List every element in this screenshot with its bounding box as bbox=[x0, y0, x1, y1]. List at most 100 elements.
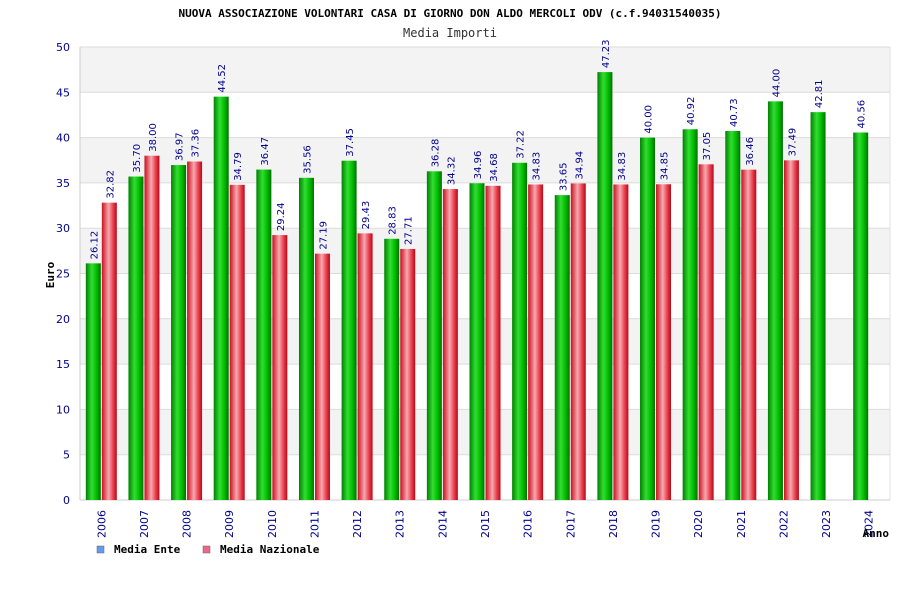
bar-media-ente-2017 bbox=[554, 195, 570, 501]
bar-media-ente-2022 bbox=[767, 101, 783, 501]
x-tick-label: 2016 bbox=[522, 510, 535, 538]
y-tick-label: 40 bbox=[56, 132, 70, 145]
chart-subtitle: Media Importi bbox=[403, 26, 497, 40]
legend-swatch-media-ente bbox=[96, 545, 105, 554]
x-tick-label: 2020 bbox=[692, 510, 705, 538]
bar-media-ente-2011 bbox=[298, 177, 314, 500]
x-tick-label: 2015 bbox=[479, 510, 492, 538]
y-axis-label: Euro bbox=[44, 261, 57, 288]
data-label: 37.49 bbox=[787, 128, 798, 157]
y-tick-label: 0 bbox=[63, 494, 70, 507]
bar-media-nazionale-2022 bbox=[783, 160, 799, 500]
bar-media-nazionale-2015 bbox=[485, 185, 501, 500]
y-tick-label: 25 bbox=[56, 268, 70, 281]
y-tick-label: 10 bbox=[56, 403, 70, 416]
data-label: 36.47 bbox=[260, 137, 271, 166]
bar-media-ente-2014 bbox=[426, 171, 442, 500]
x-tick-label: 2008 bbox=[181, 510, 194, 538]
legend-label-media-ente: Media Ente bbox=[114, 543, 181, 556]
data-label: 34.68 bbox=[489, 153, 500, 182]
bar-media-ente-2023 bbox=[810, 112, 826, 500]
bar-media-nazionale-2012 bbox=[357, 233, 373, 500]
bar-media-nazionale-2016 bbox=[528, 184, 544, 501]
bar-media-ente-2016 bbox=[512, 162, 528, 500]
bar-media-nazionale-2009 bbox=[229, 184, 245, 500]
x-tick-label: 2011 bbox=[308, 510, 321, 538]
data-label: 28.83 bbox=[388, 206, 399, 235]
x-tick-label: 2014 bbox=[436, 510, 449, 538]
y-tick-label: 35 bbox=[56, 177, 70, 190]
data-label: 42.81 bbox=[814, 80, 825, 109]
bar-media-nazionale-2013 bbox=[400, 248, 416, 500]
data-label: 34.85 bbox=[660, 152, 671, 181]
data-label: 34.94 bbox=[574, 151, 585, 180]
y-tick-label: 5 bbox=[63, 449, 70, 462]
legend: Media Ente Media Nazionale bbox=[96, 543, 320, 556]
x-tick-label: 2009 bbox=[223, 510, 236, 538]
data-label: 35.70 bbox=[132, 144, 143, 173]
legend-label-media-nazionale: Media Nazionale bbox=[220, 543, 320, 556]
data-label: 34.32 bbox=[446, 156, 457, 185]
x-tick-label: 2022 bbox=[777, 510, 790, 538]
data-label: 33.65 bbox=[558, 162, 569, 191]
bar-media-nazionale-2019 bbox=[656, 184, 672, 500]
data-label: 34.96 bbox=[473, 151, 484, 180]
y-tick-label: 30 bbox=[56, 222, 70, 235]
data-label: 34.83 bbox=[532, 152, 543, 181]
y-tick-label: 20 bbox=[56, 313, 70, 326]
data-label: 44.52 bbox=[217, 64, 228, 93]
bar-media-nazionale-2014 bbox=[442, 189, 458, 501]
data-label: 34.79 bbox=[233, 152, 244, 181]
bars bbox=[85, 72, 869, 501]
x-tick-label: 2006 bbox=[95, 510, 108, 538]
bar-media-ente-2024 bbox=[853, 132, 869, 500]
data-label: 38.00 bbox=[148, 123, 159, 152]
data-label: 36.97 bbox=[175, 132, 186, 161]
data-label: 32.82 bbox=[105, 170, 116, 199]
data-label: 44.00 bbox=[771, 69, 782, 98]
data-label: 27.19 bbox=[318, 221, 329, 250]
x-tick-label: 2007 bbox=[138, 510, 151, 538]
bar-media-nazionale-2007 bbox=[144, 155, 160, 500]
bar-media-nazionale-2021 bbox=[741, 169, 757, 500]
data-label: 26.12 bbox=[89, 231, 100, 260]
bar-media-ente-2010 bbox=[256, 169, 272, 501]
bar-media-nazionale-2020 bbox=[698, 164, 714, 500]
bar-media-nazionale-2011 bbox=[314, 253, 330, 500]
bar-media-ente-2021 bbox=[725, 130, 741, 500]
x-tick-label: 2024 bbox=[863, 510, 876, 538]
bar-media-ente-2015 bbox=[469, 183, 485, 501]
y-tick-label: 45 bbox=[56, 86, 70, 99]
y-tick-label: 15 bbox=[56, 358, 70, 371]
data-label: 34.83 bbox=[617, 152, 628, 181]
data-label: 27.71 bbox=[404, 216, 415, 245]
x-tick-label: 2021 bbox=[735, 510, 748, 538]
x-axis-ticks: 2006 2007 2008 2009 2010 2011 2012 2013 2014 2015… bbox=[95, 510, 875, 538]
data-label: 40.73 bbox=[729, 98, 740, 127]
bar-media-ente-2006 bbox=[85, 263, 101, 500]
data-label: 29.24 bbox=[276, 202, 287, 231]
grid-band bbox=[80, 47, 890, 93]
chart-title: NUOVA ASSOCIAZIONE VOLONTARI CASA DI GIO… bbox=[178, 7, 721, 20]
data-label: 36.46 bbox=[745, 137, 756, 166]
data-label: 36.28 bbox=[430, 139, 441, 168]
x-tick-label: 2010 bbox=[266, 510, 279, 538]
data-label: 47.23 bbox=[601, 39, 612, 68]
bar-media-ente-2020 bbox=[682, 129, 698, 500]
x-tick-label: 2013 bbox=[394, 510, 407, 538]
bar-media-ente-2019 bbox=[640, 137, 656, 500]
data-label: 37.36 bbox=[191, 129, 202, 158]
x-tick-label: 2018 bbox=[607, 510, 620, 538]
x-tick-label: 2019 bbox=[650, 510, 663, 538]
data-label: 37.22 bbox=[516, 130, 527, 159]
bar-media-ente-2018 bbox=[597, 72, 613, 501]
data-label: 37.05 bbox=[702, 132, 713, 161]
data-label: 40.56 bbox=[857, 100, 868, 129]
bar-media-ente-2007 bbox=[128, 176, 144, 501]
data-label: 40.92 bbox=[686, 97, 697, 126]
bar-media-ente-2008 bbox=[171, 165, 187, 500]
bar-media-nazionale-2006 bbox=[101, 202, 117, 500]
bar-media-ente-2013 bbox=[384, 238, 400, 500]
legend-swatch-media-nazionale bbox=[202, 545, 211, 554]
